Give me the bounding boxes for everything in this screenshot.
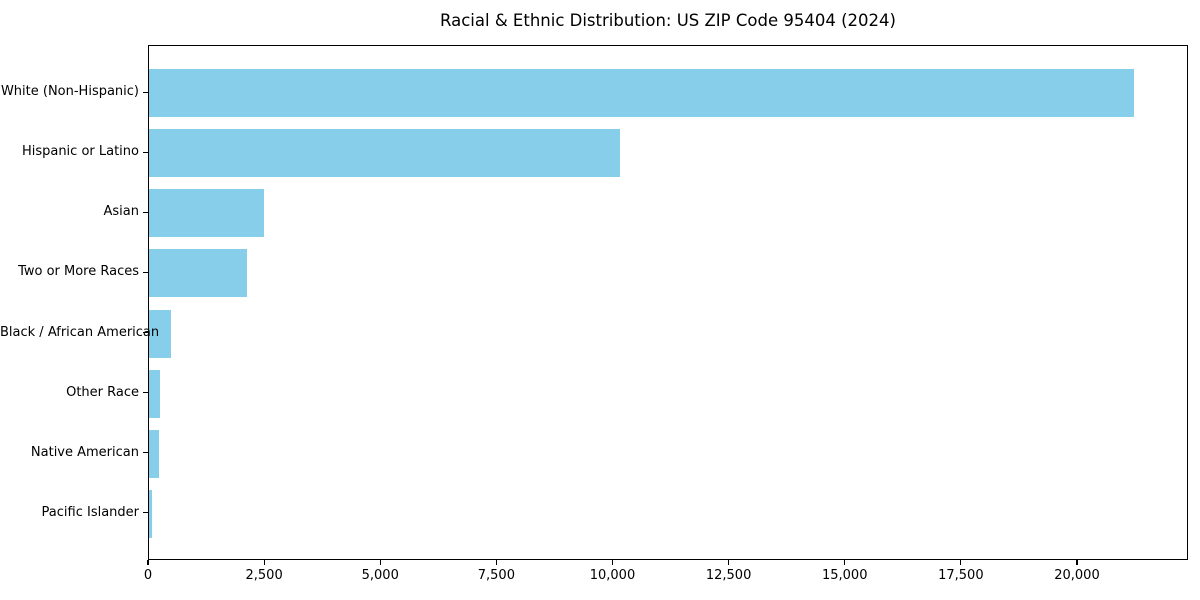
x-tick-label-12500: 12,500 xyxy=(705,568,752,583)
y-tick-label-two-or-more-races: Two or More Races xyxy=(18,264,139,280)
y-tick-label-white-non-hispanic: White (Non-Hispanic) xyxy=(0,84,139,100)
x-tick-label-2500: 2,500 xyxy=(245,568,283,583)
y-tick-label-pacific-islander: Pacific Islander xyxy=(41,504,139,520)
y-tick-mark xyxy=(143,211,148,214)
bar-white-non-hispanic xyxy=(149,69,1135,118)
y-tick-label-other-race: Other Race xyxy=(66,384,139,400)
y-tick-mark xyxy=(143,331,148,334)
y-tick-mark xyxy=(143,451,148,454)
x-tick-label-7500: 7,500 xyxy=(477,568,515,583)
y-tick-label-native-american: Native American xyxy=(30,444,139,460)
y-tick-label-hispanic-or-latino: Hispanic or Latino xyxy=(21,144,139,160)
bar-hispanic-or-latino xyxy=(149,129,620,178)
y-tick-mark xyxy=(143,271,148,274)
bar-asian xyxy=(149,189,264,238)
x-tick-label-20000: 20,000 xyxy=(1054,568,1100,583)
plot-area xyxy=(148,45,1188,560)
bar-black-african-american xyxy=(149,309,172,358)
x-tick-mark xyxy=(960,560,962,565)
x-tick-mark xyxy=(379,560,381,565)
y-tick-mark xyxy=(143,151,148,154)
x-tick-label-17500: 17,500 xyxy=(938,568,984,583)
y-tick-mark xyxy=(143,91,148,93)
x-tick-mark xyxy=(611,560,614,565)
x-tick-label-0: 0 xyxy=(143,568,153,583)
y-tick-label-black-african-american: Black / African American xyxy=(0,324,160,340)
x-tick-mark xyxy=(147,560,149,565)
x-tick-label-15000: 15,000 xyxy=(821,568,868,583)
y-tick-label-asian: Asian xyxy=(103,204,139,220)
x-tick-mark xyxy=(1076,560,1078,565)
chart-title: Racial & Ethnic Distribution: US ZIP Cod… xyxy=(440,11,896,30)
bar-other-race xyxy=(149,369,161,418)
bar-pacific-islander xyxy=(149,489,152,538)
x-tick-mark xyxy=(495,560,497,565)
y-tick-mark xyxy=(143,511,148,514)
x-tick-mark xyxy=(728,560,730,565)
x-tick-label-10000: 10,000 xyxy=(589,568,636,583)
x-tick-mark xyxy=(844,560,846,565)
y-tick-mark xyxy=(143,391,148,394)
bar-two-or-more-races xyxy=(149,249,247,298)
x-tick-mark xyxy=(263,560,265,565)
x-tick-label-5000: 5,000 xyxy=(361,568,399,583)
bar-native-american xyxy=(149,429,159,478)
